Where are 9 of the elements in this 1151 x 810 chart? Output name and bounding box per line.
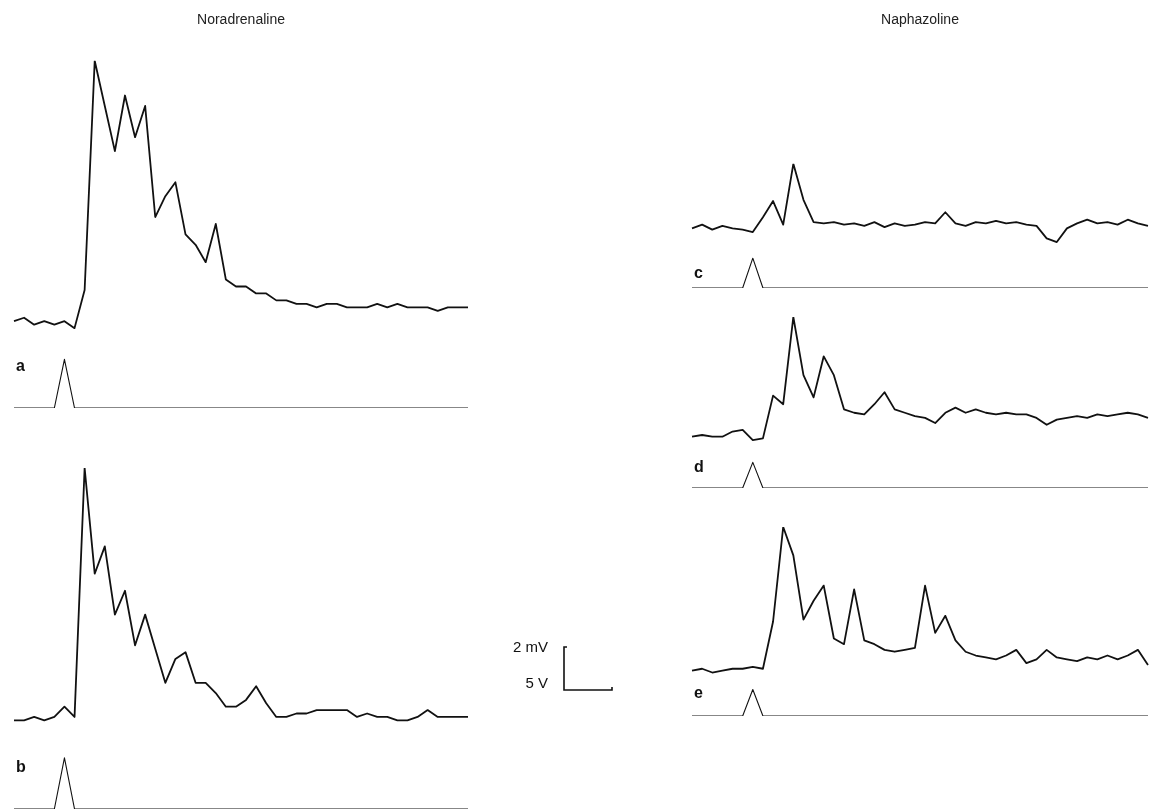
annotation: b xyxy=(16,758,26,776)
chart-title: Noradrenaline xyxy=(197,11,286,28)
annotation: e xyxy=(694,683,703,701)
chart-title: Naphazoline xyxy=(881,11,960,28)
text: 2 mV xyxy=(512,638,548,655)
annotation: a xyxy=(16,356,25,374)
annotation: c xyxy=(694,263,703,281)
annotation: d xyxy=(694,457,704,475)
text: 5 V xyxy=(525,674,548,691)
